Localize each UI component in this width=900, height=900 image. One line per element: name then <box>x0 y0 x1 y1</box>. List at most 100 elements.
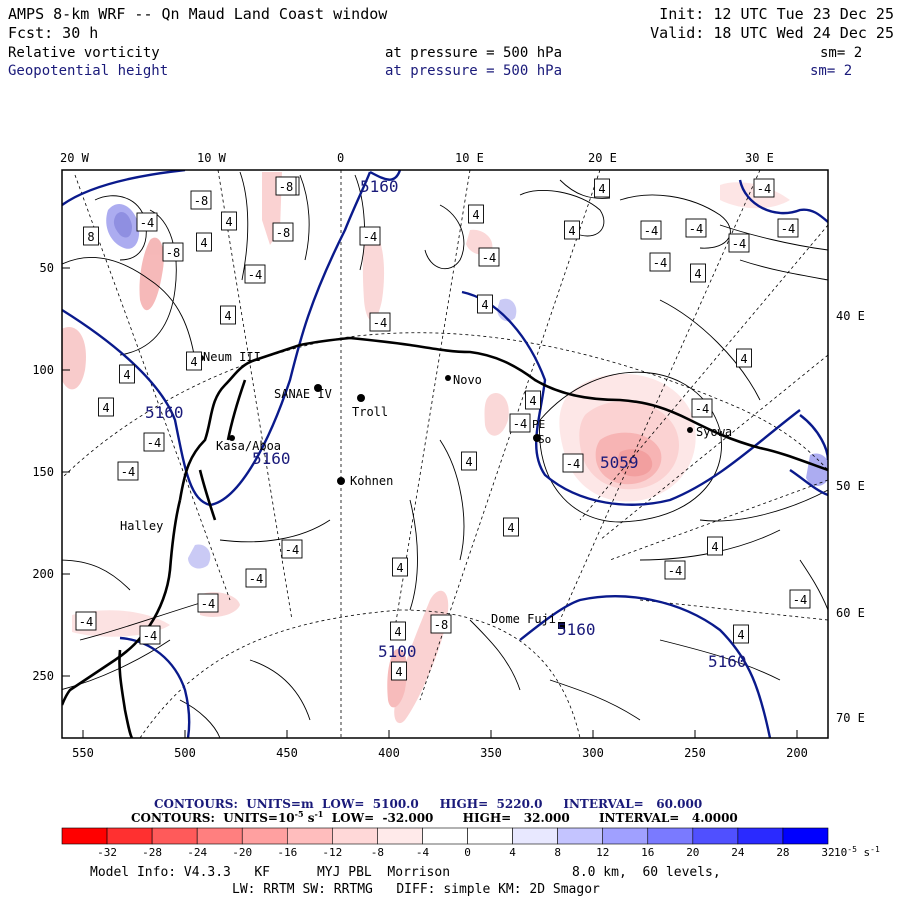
svg-text:4: 4 <box>507 521 514 535</box>
svg-text:-4: -4 <box>757 182 771 196</box>
svg-text:4: 4 <box>694 267 701 281</box>
height-label: 5160 <box>708 652 747 671</box>
colorbar-tick-label: 0 <box>464 846 471 859</box>
station-novo: Novo <box>453 373 482 387</box>
colorbar-swatch <box>782 827 829 845</box>
field1-sm: sm= 2 <box>820 45 862 61</box>
colorbar-tick-label: 4 <box>509 846 516 859</box>
lon-label: 70 E <box>836 711 865 725</box>
vorticity-label: 4 <box>98 397 114 417</box>
svg-text:4: 4 <box>711 540 718 554</box>
field1-name: Relative vorticity <box>8 45 160 61</box>
colorbar-tick-label: 28 <box>776 846 789 859</box>
field1-level: at pressure = 500 hPa <box>385 45 562 61</box>
vorticity-label: 4 <box>220 305 236 325</box>
colorbar-tick-label: -8 <box>371 846 384 859</box>
colorbar-swatch <box>241 827 288 845</box>
svg-text:4: 4 <box>465 455 472 469</box>
svg-text:8: 8 <box>87 230 94 244</box>
vorticity-label: 8 <box>83 226 99 246</box>
colorbar-tick-label: -20 <box>232 846 252 859</box>
vorticity-label: 4 <box>119 364 135 384</box>
svg-text:-4: -4 <box>201 597 215 611</box>
footer: Model Info: V4.3.3 KF MYJ PBL Morrison 8… <box>90 865 721 897</box>
svg-text:-4: -4 <box>363 230 377 244</box>
vorticity-label: -4 <box>117 461 139 481</box>
colorbar-swatch <box>737 827 784 845</box>
y-tick-label: 50 <box>40 261 54 275</box>
vorticity-label: -4 <box>244 264 266 284</box>
vorticity-label: -4 <box>75 611 97 631</box>
vorticity-label: -4 <box>245 568 267 588</box>
svg-text:4: 4 <box>200 236 207 250</box>
colorbar-tick-label: -28 <box>142 846 162 859</box>
svg-text:4: 4 <box>529 394 536 408</box>
vorticity-label: -4 <box>478 247 500 267</box>
colorbar-swatch <box>692 827 739 845</box>
header-valid: Valid: 18 UTC Wed 24 Dec 25 <box>650 24 894 42</box>
vorticity-label: -4 <box>728 233 750 253</box>
header-forecast: Fcst: 30 h <box>8 24 98 42</box>
svg-text:-4: -4 <box>644 224 658 238</box>
station-syowa: Syowa <box>696 425 732 439</box>
svg-text:-4: -4 <box>140 216 154 230</box>
svg-text:4: 4 <box>568 224 575 238</box>
vorticity-label: 4 <box>390 621 406 641</box>
svg-text:4: 4 <box>394 625 401 639</box>
height-label: 5100 <box>378 642 417 661</box>
svg-text:4: 4 <box>224 309 231 323</box>
svg-text:4: 4 <box>481 298 488 312</box>
lon-label: 10 E <box>455 151 484 165</box>
colorbar-swatch <box>557 827 604 845</box>
vorticity-label: 4 <box>196 232 212 252</box>
x-tick-label: 350 <box>480 746 502 760</box>
vorticity-label: -8 <box>190 190 212 210</box>
vorticity-label: -8 <box>275 176 297 196</box>
svg-text:4: 4 <box>472 208 479 222</box>
field2-sm: sm= 2 <box>810 63 852 79</box>
vorticity-label: -4 <box>136 212 158 232</box>
y-tick-label: 250 <box>32 669 54 683</box>
vorticity-label: 4 <box>221 211 237 231</box>
lon-label: 20 W <box>60 151 90 165</box>
svg-text:4: 4 <box>102 401 109 415</box>
svg-text:-4: -4 <box>79 615 93 629</box>
svg-text:-4: -4 <box>482 251 496 265</box>
height-label: 5160 <box>360 177 399 196</box>
vorticity-label: -4 <box>777 218 799 238</box>
vorticity-label: 4 <box>733 624 749 644</box>
x-tick-label: 300 <box>582 746 604 760</box>
x-tick-label: 450 <box>276 746 298 760</box>
colorbar-tick-label: 12 <box>596 846 609 859</box>
vorticity-label: 4 <box>594 178 610 198</box>
colorbar-tick-label: 16 <box>641 846 654 859</box>
station-so: So <box>538 433 551 446</box>
field2-level: at pressure = 500 hPa <box>385 63 562 79</box>
vorticity-label: -4 <box>640 220 662 240</box>
axis-ticks <box>62 267 798 738</box>
colorbar-swatch <box>602 827 649 845</box>
height-label: 5160 <box>145 403 184 422</box>
top-lon-labels: 20 W 10 W 0 10 E 20 E 30 E <box>60 151 774 165</box>
svg-text:-4: -4 <box>781 222 795 236</box>
svg-text:-4: -4 <box>695 402 709 416</box>
height-label: 5160 <box>252 449 291 468</box>
svg-text:-4: -4 <box>249 572 263 586</box>
map-frame <box>61 169 829 739</box>
vorticity-label: -4 <box>753 178 775 198</box>
vorticity-label: -4 <box>281 539 303 559</box>
height-contours <box>62 170 828 738</box>
vorticity-label: 4 <box>564 220 580 240</box>
lon-label: 0 <box>337 151 344 165</box>
svg-text:-4: -4 <box>373 316 387 330</box>
svg-text:4: 4 <box>190 355 197 369</box>
vorticity-label: -4 <box>649 252 671 272</box>
colorbar-swatch <box>647 827 694 845</box>
station-kohnen: Kohnen <box>350 474 393 488</box>
colorbar-swatch <box>106 827 153 845</box>
height-labels: 5160 5160 5160 5160 5160 5160 5100 5059 <box>145 177 747 671</box>
svg-text:-4: -4 <box>121 465 135 479</box>
map: Neum III SANAE IV Troll Novo PE So Syowa… <box>32 151 865 760</box>
colorbar-swatch <box>467 827 513 845</box>
vorticity-label: -4 <box>369 312 391 332</box>
